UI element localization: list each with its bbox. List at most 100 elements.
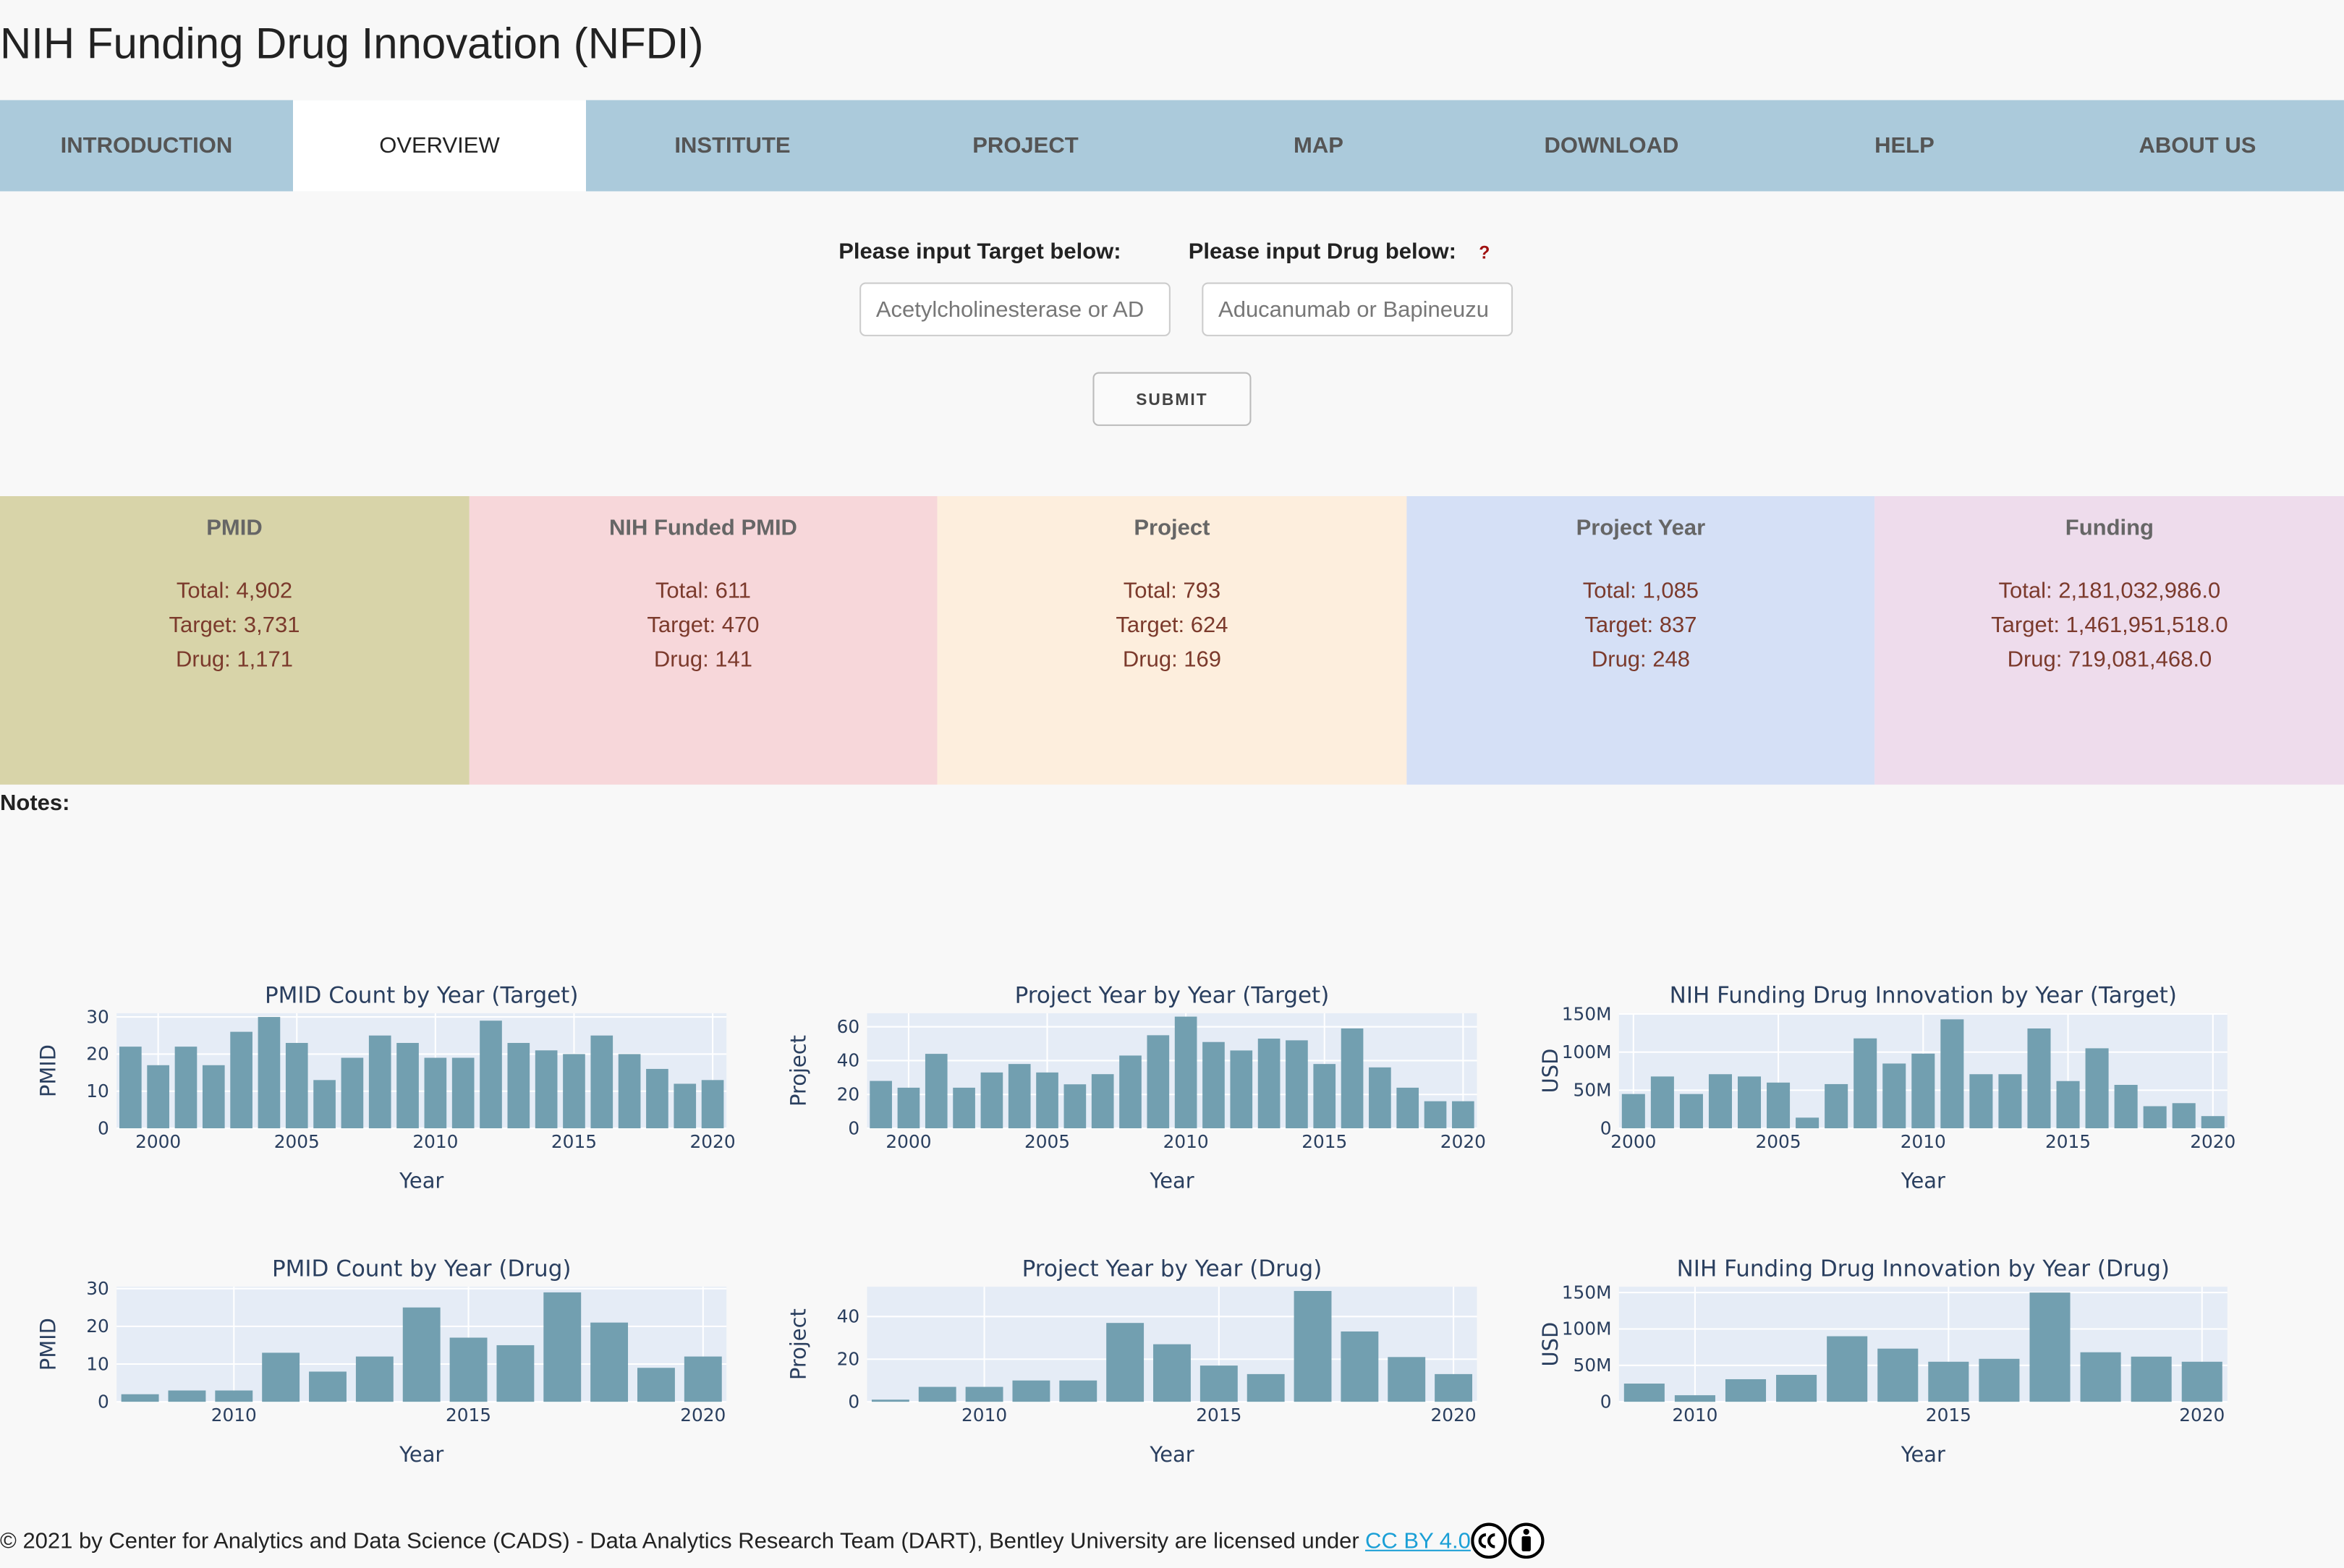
bar xyxy=(1396,1087,1419,1129)
chart-title: PMID Count by Year (Target) xyxy=(265,982,578,1008)
x-tick-label: 2015 xyxy=(2045,1131,2091,1152)
x-tick-label: 2005 xyxy=(1756,1131,1801,1152)
card-title: PMID xyxy=(206,515,263,542)
bar xyxy=(507,1043,530,1129)
bar xyxy=(1767,1082,1791,1129)
submit-button[interactable]: SUBMIT xyxy=(1092,372,1252,426)
bar xyxy=(1623,1384,1665,1402)
card-title: Funding xyxy=(2065,515,2154,542)
bar xyxy=(1063,1084,1087,1129)
bar xyxy=(1147,1035,1170,1129)
summary-card: Project Year Total: 1,085 Target: 837 Drug:… xyxy=(1406,496,1875,785)
card-line: Drug: 169 xyxy=(1122,647,1222,673)
chart-title: NIH Funding Drug Innovation by Year (Tar… xyxy=(1670,982,2177,1008)
bar xyxy=(2143,1106,2167,1129)
notes-label: Notes: xyxy=(0,791,70,817)
nav-tab[interactable]: MAP xyxy=(1294,132,1343,159)
bar xyxy=(451,1057,475,1129)
y-tick-label: 0 xyxy=(1600,1117,1612,1138)
nav-tab[interactable]: OVERVIEW xyxy=(292,100,586,192)
bar xyxy=(1650,1076,1674,1129)
bar xyxy=(449,1337,488,1402)
bar xyxy=(965,1386,1003,1402)
card-line: Target: 837 xyxy=(1584,613,1697,639)
bar xyxy=(925,1054,948,1129)
x-tick-label: 2020 xyxy=(680,1405,726,1426)
bar xyxy=(1452,1101,1474,1129)
bar xyxy=(618,1054,641,1129)
bar xyxy=(1106,1323,1145,1402)
x-tick-label: 2010 xyxy=(211,1405,257,1426)
drug-label: Please input Drug below: xyxy=(1188,239,1456,265)
y-tick-label: 0 xyxy=(98,1391,109,1412)
summary-cards: PMID Total: 4,902 Target: 3,731 Drug: 1,171… xyxy=(0,496,2344,785)
nav-tab[interactable]: DOWNLOAD xyxy=(1544,132,1679,159)
bar xyxy=(215,1390,253,1402)
x-tick-label: 2020 xyxy=(1431,1405,1477,1426)
bar xyxy=(1998,1074,2022,1129)
summary-card: PMID Total: 4,902 Target: 3,731 Drug: 1,171 xyxy=(0,496,469,785)
bar xyxy=(202,1065,225,1129)
bar xyxy=(1708,1074,1732,1129)
bar xyxy=(121,1394,159,1402)
bar xyxy=(1940,1019,1964,1129)
bar xyxy=(1174,1016,1197,1129)
x-tick-label: 2010 xyxy=(1672,1405,1717,1426)
bar xyxy=(1979,1358,2020,1402)
x-tick-label: 2005 xyxy=(274,1131,320,1152)
license-link[interactable]: CC BY 4.0 xyxy=(1365,1527,1471,1554)
drug-input[interactable] xyxy=(1202,282,1513,336)
x-tick-label: 2015 xyxy=(446,1405,491,1426)
bar xyxy=(1435,1373,1473,1402)
bar xyxy=(1969,1074,1993,1129)
bar xyxy=(1776,1374,1817,1402)
bar xyxy=(1119,1055,1142,1129)
help-icon[interactable]: ? xyxy=(1479,242,1490,263)
bar xyxy=(402,1307,441,1402)
target-input[interactable] xyxy=(859,282,1171,336)
y-tick-label: 60 xyxy=(837,1016,860,1037)
bar xyxy=(1679,1094,1703,1129)
x-axis-label: Year xyxy=(399,1442,443,1467)
y-axis-label: USD xyxy=(1538,1322,1563,1367)
bar xyxy=(396,1043,419,1129)
bar xyxy=(590,1035,613,1129)
x-tick-label: 2015 xyxy=(1301,1131,1347,1152)
card-title: NIH Funded PMID xyxy=(608,515,797,542)
bar xyxy=(424,1057,447,1129)
bar xyxy=(1230,1050,1253,1129)
bar xyxy=(871,1399,909,1402)
bar xyxy=(1424,1101,1447,1129)
nav-tab[interactable]: PROJECT xyxy=(972,132,1079,159)
bar xyxy=(1725,1379,1767,1402)
y-tick-label: 30 xyxy=(86,1278,109,1299)
bar xyxy=(684,1356,722,1402)
nav-tab[interactable]: ABOUT US xyxy=(2139,132,2256,159)
bar xyxy=(1737,1076,1762,1129)
target-label: Please input Target below: xyxy=(838,239,1121,265)
y-tick-label: 20 xyxy=(837,1349,860,1370)
bar xyxy=(1621,1094,1645,1129)
x-axis-label: Year xyxy=(1149,1442,1194,1467)
summary-card: Project Total: 793 Target: 624 Drug: 169 xyxy=(937,496,1406,785)
y-axis-label: USD xyxy=(1538,1049,1563,1094)
nav-tab[interactable]: INTRODUCTION xyxy=(60,132,233,159)
y-tick-label: 0 xyxy=(1600,1391,1612,1412)
chart-title: NIH Funding Drug Innovation by Year (Dru… xyxy=(1677,1256,2170,1282)
bar xyxy=(368,1035,391,1129)
x-tick-label: 2020 xyxy=(690,1131,736,1152)
nav-tab[interactable]: INSTITUTE xyxy=(674,132,791,159)
nav-tab[interactable]: HELP xyxy=(1874,132,1935,159)
bar xyxy=(953,1087,975,1129)
x-tick-label: 2010 xyxy=(412,1131,458,1152)
bar xyxy=(918,1386,956,1402)
bar xyxy=(309,1371,347,1402)
bar xyxy=(341,1057,364,1129)
x-tick-label: 2020 xyxy=(1440,1131,1486,1152)
nav-bar: INTRODUCTION OVERVIEW INSTITUTE PROJECT MAP D… xyxy=(0,100,2344,192)
bar xyxy=(1796,1117,1819,1129)
bar xyxy=(2085,1048,2109,1129)
